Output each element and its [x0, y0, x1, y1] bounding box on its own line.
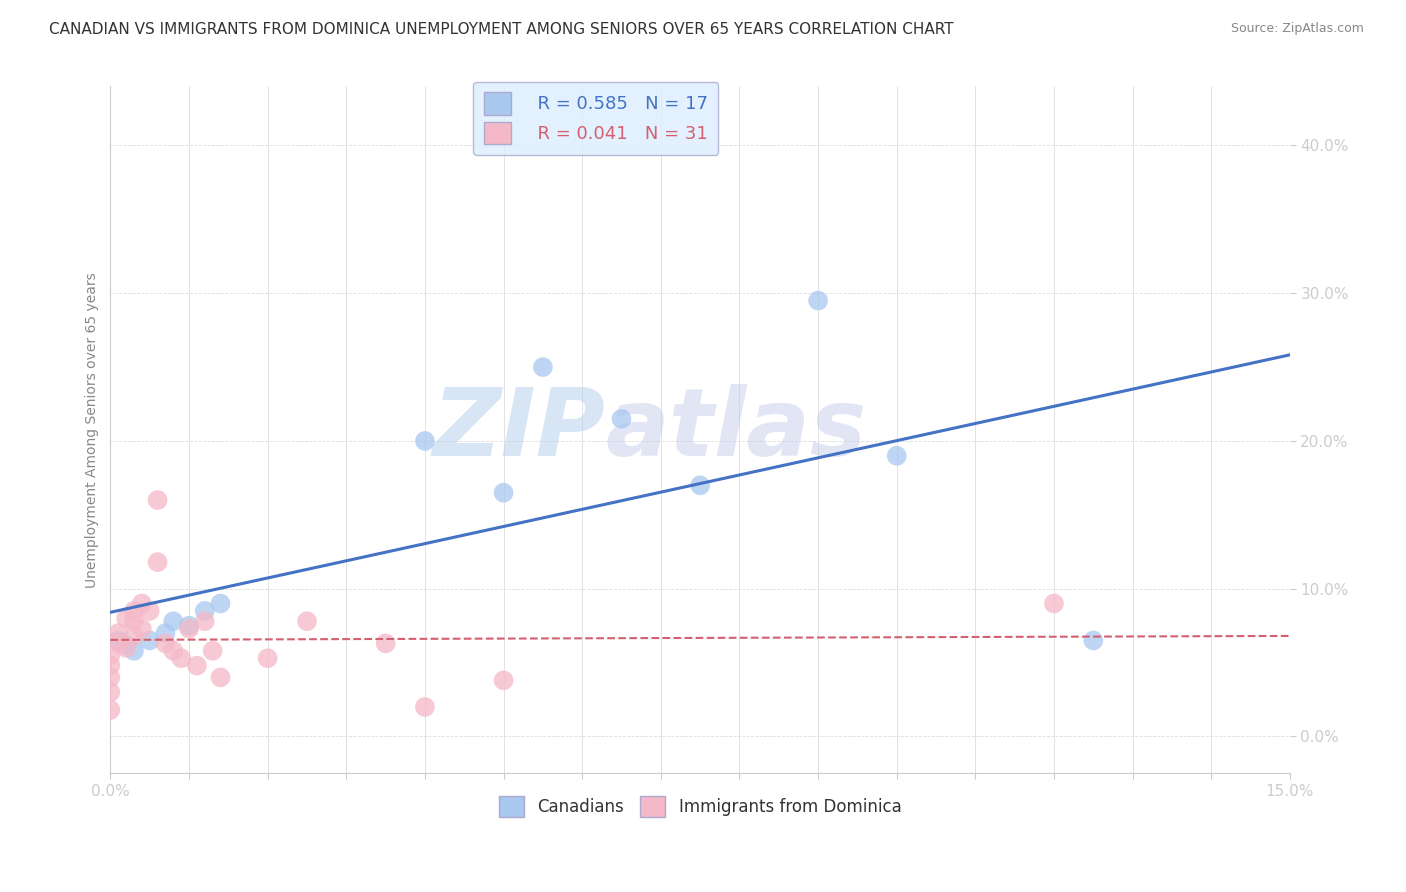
- Point: [886, 449, 908, 463]
- Point: [194, 614, 217, 628]
- Point: [492, 673, 515, 688]
- Point: [689, 478, 711, 492]
- Point: [146, 555, 169, 569]
- Point: [122, 629, 145, 643]
- Point: [107, 633, 129, 648]
- Text: CANADIAN VS IMMIGRANTS FROM DOMINICA UNEMPLOYMENT AMONG SENIORS OVER 65 YEARS CO: CANADIAN VS IMMIGRANTS FROM DOMINICA UNE…: [49, 22, 953, 37]
- Y-axis label: Unemployment Among Seniors over 65 years: Unemployment Among Seniors over 65 years: [86, 272, 100, 588]
- Point: [170, 651, 193, 665]
- Point: [807, 293, 830, 308]
- Point: [413, 434, 436, 448]
- Point: [100, 648, 122, 663]
- Point: [413, 700, 436, 714]
- Point: [162, 644, 184, 658]
- Point: [122, 644, 145, 658]
- Point: [115, 611, 138, 625]
- Point: [107, 626, 129, 640]
- Text: Source: ZipAtlas.com: Source: ZipAtlas.com: [1230, 22, 1364, 36]
- Point: [122, 604, 145, 618]
- Point: [295, 614, 318, 628]
- Point: [100, 703, 122, 717]
- Point: [155, 636, 177, 650]
- Point: [531, 360, 554, 375]
- Point: [107, 636, 129, 650]
- Point: [492, 485, 515, 500]
- Point: [186, 658, 208, 673]
- Point: [115, 638, 138, 652]
- Point: [138, 604, 160, 618]
- Point: [201, 644, 224, 658]
- Point: [374, 636, 396, 650]
- Point: [100, 685, 122, 699]
- Text: ZIP: ZIP: [433, 384, 606, 476]
- Point: [138, 633, 160, 648]
- Point: [1083, 633, 1105, 648]
- Point: [610, 412, 633, 426]
- Point: [177, 618, 200, 632]
- Point: [155, 626, 177, 640]
- Point: [209, 597, 232, 611]
- Legend: Canadians, Immigrants from Dominica: Canadians, Immigrants from Dominica: [492, 789, 908, 823]
- Point: [256, 651, 278, 665]
- Point: [177, 622, 200, 636]
- Point: [122, 614, 145, 628]
- Point: [194, 604, 217, 618]
- Point: [146, 493, 169, 508]
- Point: [162, 614, 184, 628]
- Point: [131, 622, 153, 636]
- Point: [100, 670, 122, 684]
- Text: atlas: atlas: [606, 384, 868, 476]
- Point: [115, 640, 138, 655]
- Point: [209, 670, 232, 684]
- Point: [100, 658, 122, 673]
- Point: [131, 597, 153, 611]
- Point: [1043, 597, 1066, 611]
